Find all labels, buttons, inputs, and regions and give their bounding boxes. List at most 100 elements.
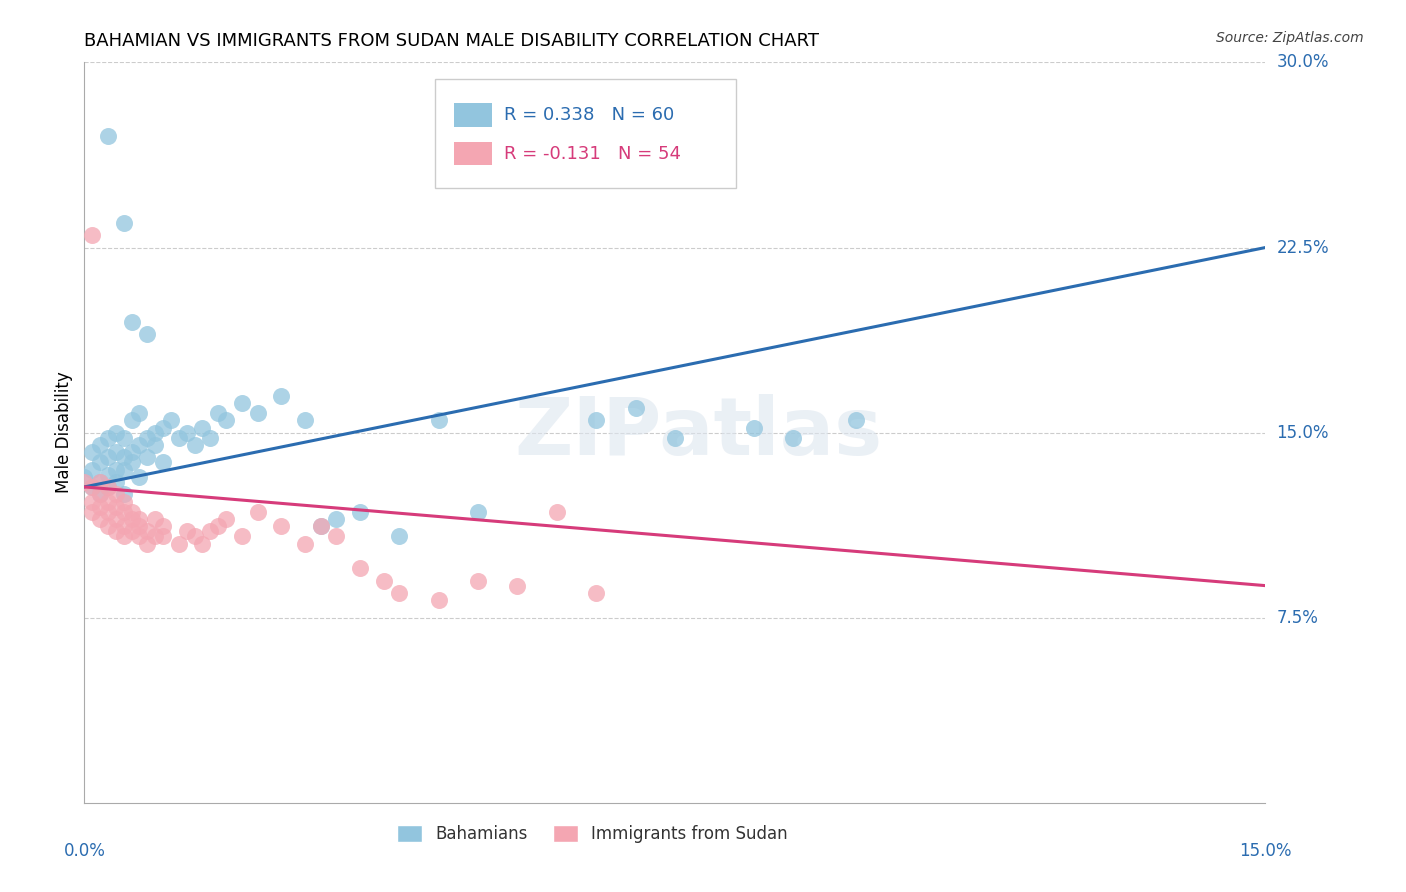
Point bbox=[427, 413, 450, 427]
Point bbox=[112, 494, 135, 508]
Point bbox=[97, 129, 120, 144]
Point bbox=[176, 524, 198, 539]
Text: BAHAMIAN VS IMMIGRANTS FROM SUDAN MALE DISABILITY CORRELATION CHART: BAHAMIAN VS IMMIGRANTS FROM SUDAN MALE D… bbox=[84, 32, 820, 50]
Point bbox=[89, 475, 111, 489]
Point bbox=[143, 438, 166, 452]
Y-axis label: Male Disability: Male Disability bbox=[55, 372, 73, 493]
Point bbox=[97, 480, 120, 494]
Point bbox=[742, 420, 765, 434]
Point bbox=[546, 505, 568, 519]
Point bbox=[270, 388, 292, 402]
Point bbox=[89, 455, 111, 469]
Point bbox=[191, 420, 214, 434]
Point bbox=[128, 438, 150, 452]
Point bbox=[121, 512, 143, 526]
Point bbox=[128, 406, 150, 420]
Point bbox=[467, 505, 489, 519]
Point bbox=[167, 536, 190, 550]
Point bbox=[152, 455, 174, 469]
Point bbox=[782, 431, 804, 445]
Text: 30.0%: 30.0% bbox=[1277, 54, 1329, 71]
Point bbox=[82, 228, 104, 243]
Text: R = 0.338   N = 60: R = 0.338 N = 60 bbox=[503, 106, 673, 124]
Point bbox=[82, 445, 104, 459]
Point bbox=[121, 314, 143, 328]
Point bbox=[73, 470, 96, 484]
Point bbox=[112, 462, 135, 476]
Point bbox=[89, 438, 111, 452]
Point bbox=[349, 561, 371, 575]
Point bbox=[128, 529, 150, 543]
Point bbox=[325, 529, 347, 543]
Point bbox=[104, 524, 127, 539]
Point bbox=[112, 450, 135, 465]
Point bbox=[388, 586, 411, 600]
Point bbox=[200, 431, 222, 445]
Point bbox=[152, 529, 174, 543]
Point bbox=[89, 487, 111, 501]
FancyBboxPatch shape bbox=[454, 142, 492, 165]
Point bbox=[506, 579, 529, 593]
Point bbox=[325, 512, 347, 526]
Point bbox=[152, 519, 174, 533]
Point bbox=[97, 494, 120, 508]
Point bbox=[585, 413, 607, 427]
Text: 15.0%: 15.0% bbox=[1239, 842, 1292, 860]
Point bbox=[143, 425, 166, 440]
Point bbox=[89, 475, 111, 489]
Point bbox=[97, 505, 120, 519]
Point bbox=[231, 529, 253, 543]
Point bbox=[270, 519, 292, 533]
Point bbox=[215, 512, 238, 526]
Point bbox=[294, 536, 316, 550]
Point bbox=[207, 406, 229, 420]
Point bbox=[160, 413, 183, 427]
Point bbox=[388, 529, 411, 543]
Point bbox=[104, 445, 127, 459]
Point bbox=[128, 519, 150, 533]
Point bbox=[121, 455, 143, 469]
Point bbox=[89, 512, 111, 526]
Text: R = -0.131   N = 54: R = -0.131 N = 54 bbox=[503, 145, 681, 162]
Point bbox=[89, 487, 111, 501]
Point bbox=[143, 512, 166, 526]
Point bbox=[112, 216, 135, 230]
Point bbox=[97, 450, 120, 465]
Point bbox=[104, 425, 127, 440]
Point bbox=[467, 574, 489, 588]
Text: Source: ZipAtlas.com: Source: ZipAtlas.com bbox=[1216, 31, 1364, 45]
Point bbox=[136, 536, 159, 550]
Point bbox=[104, 500, 127, 514]
Point bbox=[82, 505, 104, 519]
Point bbox=[97, 431, 120, 445]
Point bbox=[128, 470, 150, 484]
Point bbox=[112, 505, 135, 519]
Point bbox=[82, 462, 104, 476]
Point bbox=[104, 475, 127, 489]
Point bbox=[112, 519, 135, 533]
Point bbox=[624, 401, 647, 415]
Point bbox=[309, 519, 332, 533]
Legend: Bahamians, Immigrants from Sudan: Bahamians, Immigrants from Sudan bbox=[391, 819, 794, 850]
Point bbox=[183, 529, 205, 543]
Point bbox=[294, 413, 316, 427]
Point bbox=[183, 438, 205, 452]
Text: 15.0%: 15.0% bbox=[1277, 424, 1329, 442]
Point bbox=[427, 593, 450, 607]
Point bbox=[97, 467, 120, 482]
Point bbox=[143, 529, 166, 543]
FancyBboxPatch shape bbox=[434, 79, 737, 188]
Text: ZIPatlas: ZIPatlas bbox=[515, 393, 883, 472]
Point bbox=[121, 413, 143, 427]
Point bbox=[104, 512, 127, 526]
Point bbox=[97, 480, 120, 494]
Point bbox=[104, 487, 127, 501]
Point bbox=[207, 519, 229, 533]
Point bbox=[200, 524, 222, 539]
Text: 22.5%: 22.5% bbox=[1277, 238, 1329, 257]
Point bbox=[82, 494, 104, 508]
Point bbox=[121, 505, 143, 519]
Point bbox=[112, 529, 135, 543]
Point bbox=[176, 425, 198, 440]
Point bbox=[97, 519, 120, 533]
